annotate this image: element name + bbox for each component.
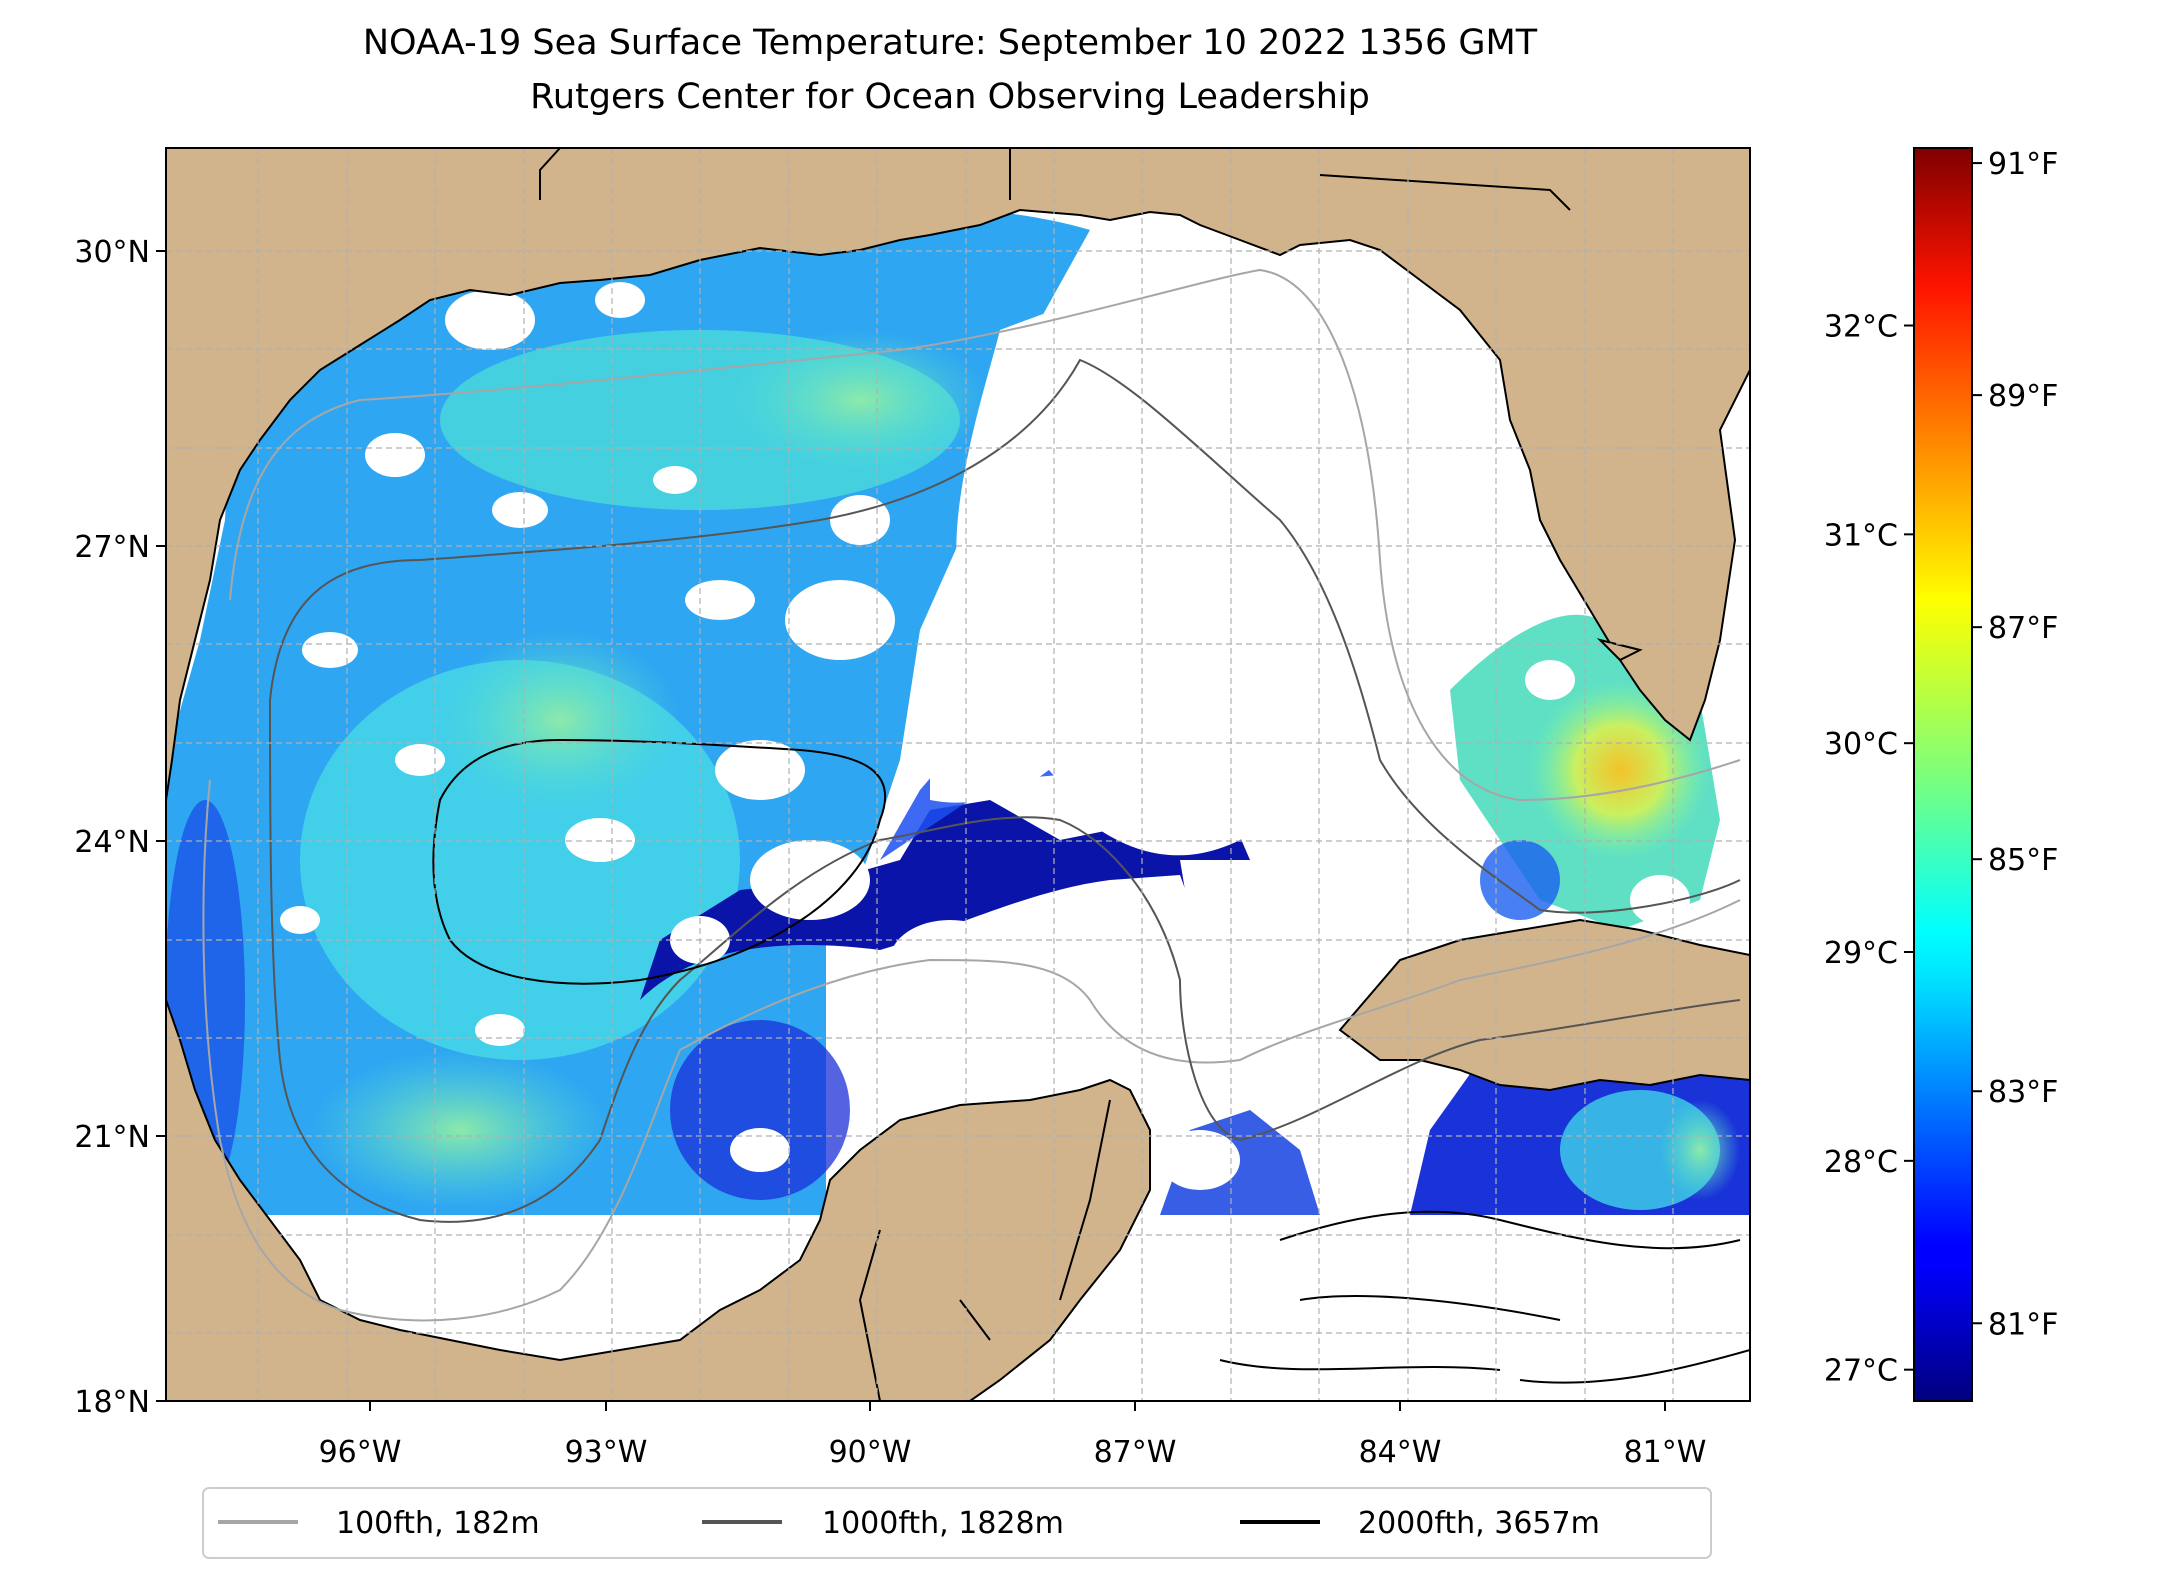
land — [166, 148, 1750, 1401]
legend-label-2000fth: 2000fth, 3657m — [1358, 1506, 1600, 1541]
sst-patch-green-b — [730, 330, 990, 470]
lat-label-30n: 30°N — [74, 235, 150, 270]
lon-label-93w: 93°W — [565, 1435, 648, 1470]
colorbar-celsius-label: 31°C — [1824, 518, 1898, 553]
legend-label-100fth: 100fth, 182m — [336, 1506, 540, 1541]
bathymetry — [202, 268, 1750, 1384]
land-florida-keys — [1596, 638, 1643, 662]
colorbar-celsius-label: 28°C — [1824, 1145, 1898, 1180]
sst-patch-green-caribbean — [1660, 1100, 1740, 1200]
colorbar-fahrenheit-label: 91°F — [1988, 147, 2058, 182]
figure-title-line2: Rutgers Center for Ocean Observing Leade… — [530, 77, 1370, 117]
colorbar-celsius-ticks: 32°C 31°C 30°C 29°C 28°C 27°C — [1824, 310, 1914, 1389]
sst-patch-green-c — [440, 630, 680, 810]
colorbar-fahrenheit-label: 83°F — [1988, 1075, 2058, 1110]
land-mexico — [166, 999, 1151, 1401]
contour-100fth — [202, 268, 1741, 1322]
sst-field-cold-tongue — [640, 780, 1250, 1000]
lon-label-90w: 90°W — [829, 1435, 912, 1470]
sst-patch-green-a — [310, 1050, 610, 1210]
legend-label-1000fth: 1000fth, 1828m — [822, 1506, 1064, 1541]
colorbar-fahrenheit-label: 89°F — [1988, 379, 2058, 414]
colorbar-fahrenheit-label: 87°F — [1988, 611, 2058, 646]
legend: 100fth, 182m 1000fth, 1828m 2000fth, 365… — [202, 1487, 1712, 1559]
contour-2000fth — [432, 738, 1750, 1384]
colorbar-gradient — [1913, 147, 1973, 1402]
figure-title-line1: NOAA-19 Sea Surface Temperature: Septemb… — [363, 23, 1538, 63]
colorbar-celsius-label: 27°C — [1824, 1354, 1898, 1389]
land-us-gulf-coast — [166, 148, 1750, 801]
lon-label-84w: 84°W — [1359, 1435, 1442, 1470]
map-area — [166, 148, 1750, 1401]
lon-label-81w: 81°W — [1624, 1435, 1707, 1470]
colorbar: 32°C 31°C 30°C 29°C 28°C 27°C 91°F 89°F 87°F 85°… — [1824, 147, 2058, 1402]
gridlines — [166, 148, 1750, 1401]
lat-label-21n: 21°N — [74, 1120, 150, 1155]
colorbar-celsius-label: 29°C — [1824, 936, 1898, 971]
colorbar-celsius-label: 30°C — [1824, 727, 1898, 762]
colorbar-celsius-label: 32°C — [1824, 310, 1898, 345]
legend-box — [202, 1487, 1712, 1559]
sst-patch-warm-florida — [1530, 680, 1710, 860]
colorbar-fahrenheit-ticks: 91°F 89°F 87°F 85°F 83°F 81°F — [1972, 147, 2058, 1342]
colorbar-fahrenheit-label: 85°F — [1988, 843, 2058, 878]
lat-label-27n: 27°N — [74, 530, 150, 565]
lon-axis: 96°W 93°W 90°W 87°W 84°W 81°W — [319, 1401, 1707, 1470]
lat-label-18n: 18°N — [74, 1385, 150, 1420]
map-frame — [165, 147, 1751, 1402]
colorbar-fahrenheit-label: 81°F — [1988, 1307, 2058, 1342]
lat-axis: 30°N 27°N 24°N 21°N 18°N — [74, 235, 166, 1420]
land-cuba — [1338, 918, 1750, 1092]
borders — [539, 148, 1571, 1401]
lon-label-87w: 87°W — [1094, 1435, 1177, 1470]
sst-patch-blue-florida — [1480, 840, 1560, 920]
lon-label-96w: 96°W — [319, 1435, 402, 1470]
sst-patch-blue-south — [670, 1020, 850, 1200]
lat-label-24n: 24°N — [74, 825, 150, 860]
cloud-gaps — [280, 282, 1690, 1190]
